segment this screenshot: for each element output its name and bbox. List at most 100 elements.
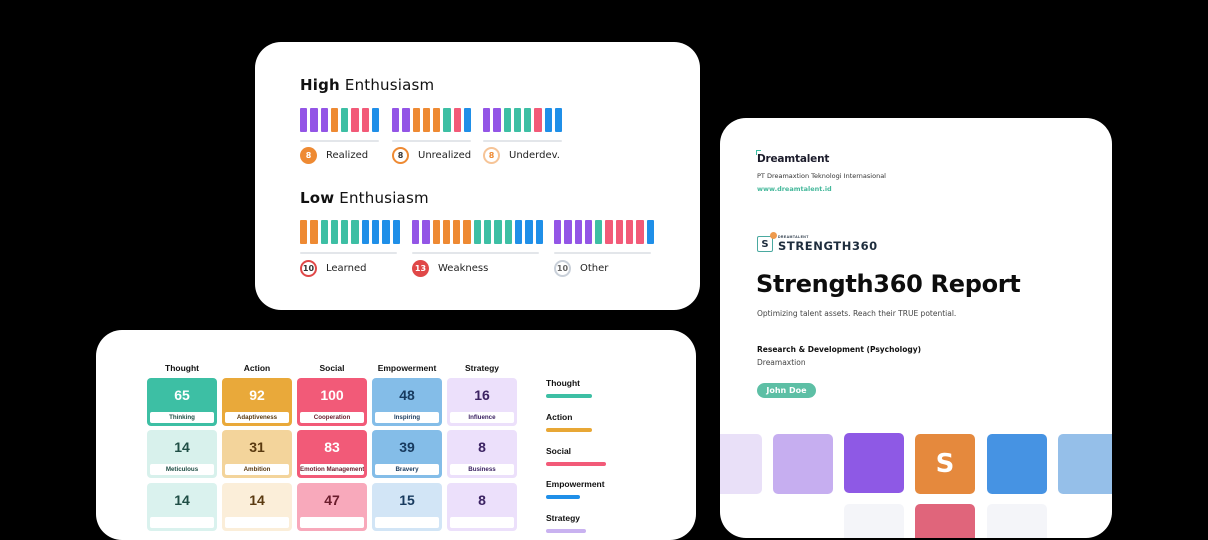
strength-label: Emotion Management <box>300 464 364 475</box>
count-badge: 8 <box>483 147 500 164</box>
bar-orange <box>463 220 471 244</box>
bar-pink <box>351 108 359 132</box>
legend-label: Unrealized <box>418 150 472 161</box>
strength-score: 92 <box>249 387 265 403</box>
column-header: Empowerment <box>377 363 437 373</box>
bar-purple <box>310 108 318 132</box>
website-link[interactable]: www.dreamtalent.id <box>757 185 832 193</box>
palette-square <box>773 434 833 494</box>
bar-blue <box>372 108 380 132</box>
legend-underdev: 8 Underdev. <box>483 147 560 164</box>
strength-tile[interactable]: 8 Business <box>447 430 517 478</box>
strength-label <box>150 517 214 528</box>
bar-teal <box>320 220 328 244</box>
strength-score: 39 <box>399 439 415 455</box>
strength-label: Influence <box>450 412 514 423</box>
palette-square <box>987 434 1047 494</box>
strength-score: 47 <box>324 492 340 508</box>
strength-tile[interactable]: 16 Influence <box>447 378 517 426</box>
strength-tile[interactable]: 31 Ambition <box>222 430 292 478</box>
strength-label: Adaptiveness <box>225 412 289 423</box>
bar-teal <box>503 108 511 132</box>
strength-tile[interactable]: 92 Adaptiveness <box>222 378 292 426</box>
bar-blue <box>361 220 370 244</box>
strength-tile[interactable]: 39 Bravery <box>372 430 442 478</box>
bar-orange <box>432 220 440 244</box>
bar-blue <box>525 220 533 244</box>
bar-blue <box>535 220 543 244</box>
bar-teal <box>524 108 532 132</box>
strength360-s-icon: S <box>757 232 777 252</box>
strength-tile[interactable]: 100 Cooperation <box>297 378 367 426</box>
report-subtitle: Optimizing talent assets. Reach their TR… <box>757 309 957 318</box>
legend-label: Weakness <box>438 263 489 274</box>
bar-orange <box>433 108 441 132</box>
legend-label: Learned <box>326 263 367 274</box>
bar-pink <box>605 220 613 244</box>
company-name: PT Dreamaxtion Teknologi Internasional <box>757 172 886 180</box>
column-header: Social <box>319 363 345 373</box>
strength-score: 31 <box>249 439 265 455</box>
bar-orange <box>310 220 318 244</box>
strength-tile[interactable]: 48 Inspiring <box>372 378 442 426</box>
legend-bar <box>546 495 580 499</box>
strength-score: 100 <box>320 387 344 403</box>
strength-score: 14 <box>249 492 265 508</box>
bar-group-other <box>554 220 654 254</box>
strength-tile[interactable]: 15 <box>372 483 442 531</box>
legend-label: Thought <box>546 378 580 388</box>
bar-teal <box>473 220 482 244</box>
palette-square <box>844 504 904 538</box>
strength-tile[interactable]: 8 <box>447 483 517 531</box>
strength-label <box>450 517 514 528</box>
bar-blue <box>555 108 563 132</box>
strength-score: 15 <box>399 492 415 508</box>
strength-label: Cooperation <box>300 412 364 423</box>
bar-pink <box>453 108 462 132</box>
bar-pink <box>361 108 370 132</box>
low-enthusiasm-title: Low Enthusiasm <box>300 189 429 207</box>
strength-tile[interactable]: 65 Thinking <box>147 378 217 426</box>
strength-tile[interactable]: 83 Emotion Management <box>297 430 367 478</box>
strength-label <box>225 517 289 528</box>
bar-group-learned <box>300 220 400 254</box>
legend-weakness: 13 Weakness <box>412 260 488 277</box>
bar-teal <box>595 220 603 244</box>
strength-score: 48 <box>399 387 415 403</box>
bar-group-underdev <box>483 108 563 142</box>
count-badge: 10 <box>554 260 571 277</box>
strength-score: 14 <box>174 439 190 455</box>
organization: Dreamaxtion <box>757 358 806 367</box>
bar-blue <box>514 220 523 244</box>
bar-teal <box>443 108 451 132</box>
count-badge: 8 <box>392 147 409 164</box>
bar-orange <box>453 220 461 244</box>
column-header: Strategy <box>464 363 499 373</box>
legend-unrealized: 8 Unrealized <box>392 147 471 164</box>
bar-purple <box>422 220 430 244</box>
strength-label: Thinking <box>150 412 214 423</box>
legend-realized: 8 Realized <box>300 147 368 164</box>
strength-score: 8 <box>478 492 486 508</box>
bar-purple <box>412 220 420 244</box>
palette-square <box>915 504 975 538</box>
bar-blue <box>544 108 553 132</box>
enthusiasm-card: High Enthusiasm 8 Realized 8 Unrealized … <box>255 42 700 310</box>
legend-other: 10 Other <box>554 260 608 277</box>
strength-tile[interactable]: 47 <box>297 483 367 531</box>
bar-purple <box>320 108 328 132</box>
bar-blue <box>464 108 472 132</box>
bar-purple <box>574 220 582 244</box>
department: Research & Development (Psychology) <box>757 345 922 354</box>
bar-pink <box>636 220 644 244</box>
count-badge: 8 <box>300 147 317 164</box>
report-title: Strength360 Report <box>756 270 1021 298</box>
strength-tile[interactable]: 14 Meticulous <box>147 430 217 478</box>
palette-square <box>844 433 904 493</box>
strength-tile[interactable]: 14 <box>147 483 217 531</box>
bar-teal <box>341 220 349 244</box>
strength-tile[interactable]: 14 <box>222 483 292 531</box>
strength-label: Business <box>450 464 514 475</box>
bar-orange <box>442 220 451 244</box>
product-brand: DREAMTALENT <box>778 235 809 239</box>
